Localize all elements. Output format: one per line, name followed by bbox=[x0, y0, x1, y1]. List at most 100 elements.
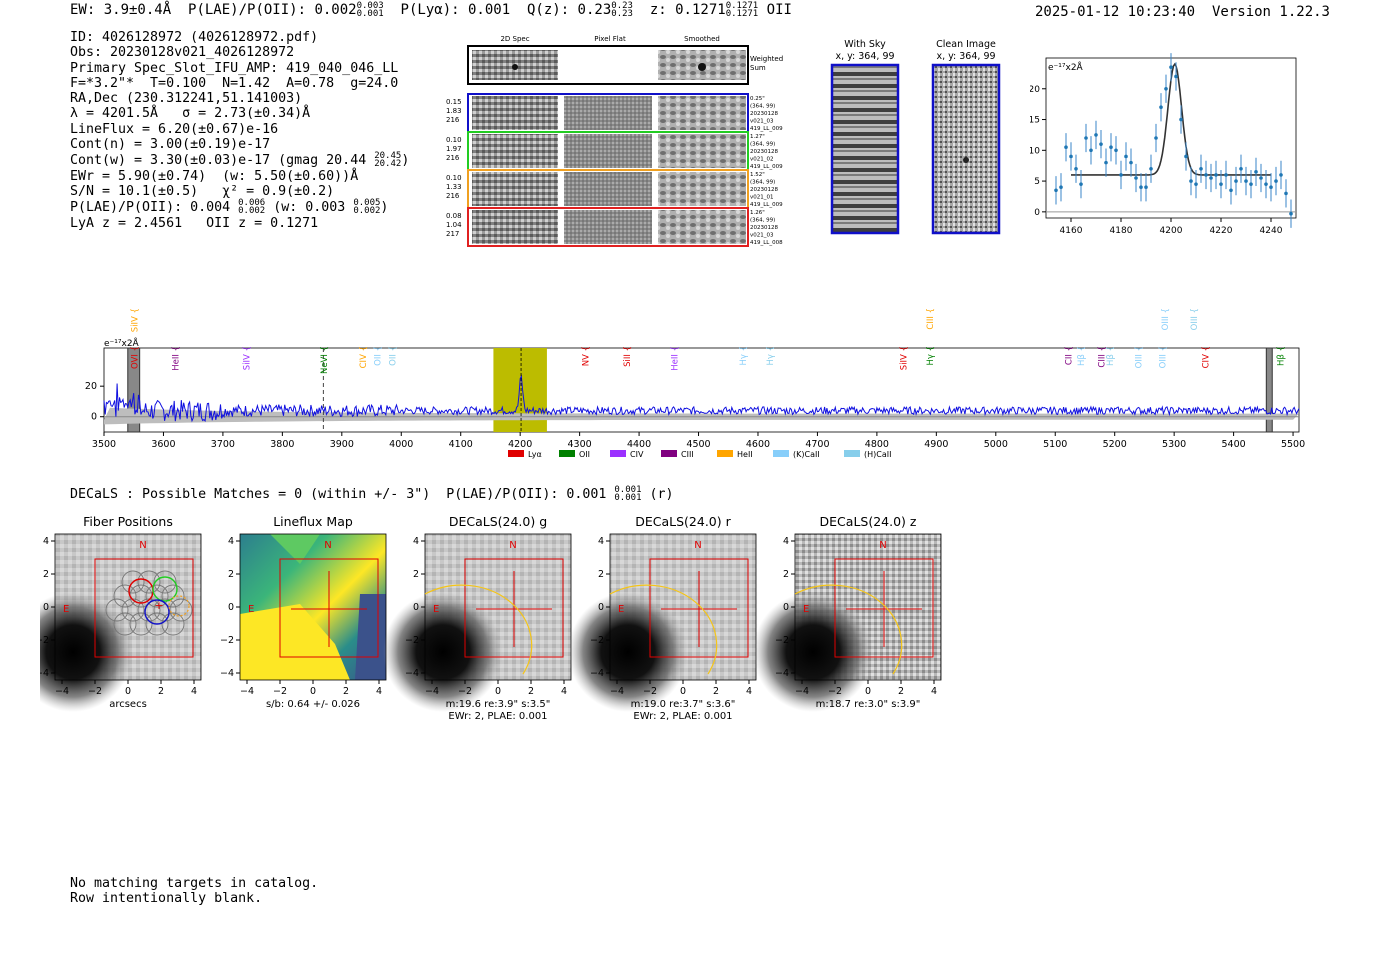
zoom-data-point bbox=[1099, 130, 1103, 159]
panel-x-tick: 0 bbox=[865, 686, 871, 697]
panel-x-tick: 2 bbox=[898, 686, 904, 697]
zoom-data-point bbox=[1114, 136, 1118, 165]
cutout-row-stat: 216 bbox=[446, 154, 460, 162]
cutout-row-meta: 1.27" bbox=[750, 134, 765, 140]
spectrum-x-tick: 5400 bbox=[1222, 439, 1246, 450]
with-sky-title: With Sky bbox=[844, 39, 886, 50]
info-id: ID: 4026128972 (4026128972.pdf) bbox=[70, 30, 319, 45]
error-band bbox=[104, 407, 1299, 425]
zoom-data-point bbox=[1169, 53, 1173, 82]
panel-title: DECaLS(24.0) g bbox=[449, 514, 547, 529]
panel-x-tick: 2 bbox=[528, 686, 534, 697]
panel-x-tick: 0 bbox=[125, 686, 131, 697]
image-panel: Lineflux Map N E −4 −2 0 2 4 4 2 0 −2 −4 s/b: 0.64 +/… bbox=[220, 514, 387, 710]
image-panel: DECaLS(24.0) z N E −4 −2 0 2 4 4 2 0 −2 −4 m:18.7 re:… bbox=[753, 514, 942, 712]
panel-x-tick: 2 bbox=[158, 686, 164, 697]
emission-line-label: HeII { bbox=[171, 346, 181, 371]
info-cont-w: Cont(w) = 3.30(±0.03)e-17 (gmag 20.44 20… bbox=[70, 151, 410, 170]
panel-x-tick: −4 bbox=[610, 686, 624, 697]
panel-x-tick: −4 bbox=[425, 686, 439, 697]
cutout-row-meta: 0.25" bbox=[750, 96, 765, 102]
panel-x-tick: 4 bbox=[931, 686, 937, 697]
cutout-row-meta: (364, 99) bbox=[750, 180, 775, 186]
east-label: E bbox=[63, 604, 69, 615]
panel-x-tick: 4 bbox=[561, 686, 567, 697]
info-radec: RA,Dec (230.312241,51.141003) bbox=[70, 91, 303, 107]
north-label: N bbox=[694, 540, 701, 551]
panel-caption: EWr: 2, PLAE: 0.001 bbox=[633, 711, 732, 722]
zoom-data-point bbox=[1219, 170, 1223, 199]
z-value: z: 0.1271 bbox=[649, 2, 726, 18]
panel-title: Fiber Positions bbox=[83, 514, 173, 529]
zoom-data-point bbox=[1274, 166, 1278, 196]
legend-item: CIV bbox=[610, 450, 644, 459]
datetime: 2025-01-12 10:23:40 bbox=[1034, 4, 1196, 20]
info-lineflux: LineFlux = 6.20(±0.67)e-16 bbox=[70, 121, 279, 137]
legend-item: CIII bbox=[661, 450, 694, 459]
version: Version 1.22.3 bbox=[1211, 4, 1330, 20]
legend-item: (K)CaII bbox=[773, 450, 820, 459]
panel-title: DECaLS(24.0) r bbox=[635, 514, 731, 529]
panel-caption: s/b: 0.64 +/- 0.026 bbox=[266, 699, 360, 710]
spectrum-x-tick: 3500 bbox=[92, 439, 116, 450]
cutout-row-stat: 216 bbox=[446, 192, 460, 200]
panel-y-tick: −4 bbox=[590, 668, 604, 679]
spectrum-x-tick: 3600 bbox=[151, 439, 175, 450]
zoom-y-tick: 0 bbox=[1034, 208, 1040, 218]
spectrum-unit-label: e⁻¹⁷x2Å bbox=[104, 337, 140, 349]
panel-x-tick: −2 bbox=[88, 686, 102, 697]
panel-y-tick: 4 bbox=[598, 536, 604, 547]
spectrum-x-tick: 3800 bbox=[270, 439, 294, 450]
panel-caption: EWr: 2, PLAE: 0.001 bbox=[448, 711, 547, 722]
zoom-data-point bbox=[1109, 133, 1113, 162]
cutout-row-meta: 1.52" bbox=[750, 172, 765, 178]
imaging-panels: Fiber Positions N E + −4 −2 0 2 4 4 2 0 −2 −4 arcsecs L… bbox=[40, 514, 942, 722]
emission-line-label: OII { bbox=[388, 346, 398, 366]
east-label: E bbox=[803, 604, 809, 615]
plya-value: P(Lyα): 0.001 bbox=[400, 2, 511, 18]
emission-line-label: Hβ { bbox=[1077, 346, 1087, 366]
panel-y-tick: −4 bbox=[40, 668, 49, 679]
zoom-data-point bbox=[1149, 154, 1153, 183]
emission-line-label: SiII { bbox=[623, 346, 633, 367]
ew-value: EW: 3.9±0.4Å bbox=[70, 2, 172, 18]
cutout-row-stat: 216 bbox=[446, 116, 460, 124]
clean-image-coords: x, y: 364, 99 bbox=[936, 51, 995, 62]
zoom-data-point bbox=[1289, 199, 1293, 228]
cutout-row-stat: 1.33 bbox=[446, 183, 462, 191]
zoom-y-tick: 5 bbox=[1034, 177, 1040, 187]
info-primary: Primary Spec_Slot_IFU_AMP: 419_040_046_L… bbox=[70, 60, 399, 76]
zoom-data-point bbox=[1194, 170, 1198, 199]
cutout-row-meta: 20230128 bbox=[750, 111, 778, 117]
zoom-data-point bbox=[1189, 166, 1193, 196]
cutout-row-meta: v021_02 bbox=[750, 157, 774, 163]
panel-y-tick: 2 bbox=[43, 569, 49, 580]
zoom-data-point bbox=[1134, 163, 1138, 193]
cutout-row-frame bbox=[467, 207, 749, 247]
zoom-data-point bbox=[1249, 170, 1253, 199]
zoom-fit-chart: e⁻¹⁷x2Å 4160 4180 4200 4220 4240 0 5 10 15 20 bbox=[1030, 53, 1297, 236]
fiber-blue bbox=[144, 599, 170, 625]
emission-line-label: OIII { bbox=[1161, 308, 1171, 330]
zoom-data-point bbox=[1129, 148, 1133, 177]
emission-line-label: Hγ { bbox=[739, 346, 749, 366]
panel-x-tick: 0 bbox=[680, 686, 686, 697]
spectrum-y-tick: 0 bbox=[91, 412, 97, 423]
panel-x-tick: 4 bbox=[376, 686, 382, 697]
image-panel: DECaLS(24.0) g N E −4 −2 0 2 4 4 2 0 −2 −4 m:19.6 re:… bbox=[383, 514, 572, 722]
emission-line-label: CIV { bbox=[359, 346, 369, 368]
panel-y-tick: 0 bbox=[43, 602, 49, 613]
zoom-data-point bbox=[1084, 123, 1088, 153]
emission-line-label: OIII { bbox=[1190, 308, 1200, 330]
panel-x-tick: −2 bbox=[643, 686, 657, 697]
spectrum-x-tick: 3700 bbox=[211, 439, 235, 450]
panel-caption: m:19.6 re:3.9" s:3.5" bbox=[446, 699, 551, 710]
panel-y-tick: 2 bbox=[228, 569, 234, 580]
with-sky-coords: x, y: 364, 99 bbox=[835, 51, 894, 62]
footer-line-2: Row intentionally blank. bbox=[70, 891, 263, 906]
zoom-data-point bbox=[1244, 166, 1248, 196]
emission-line-label: OII { bbox=[373, 346, 383, 366]
info-obs: Obs: 20230128v021_4026128972 bbox=[70, 45, 295, 61]
